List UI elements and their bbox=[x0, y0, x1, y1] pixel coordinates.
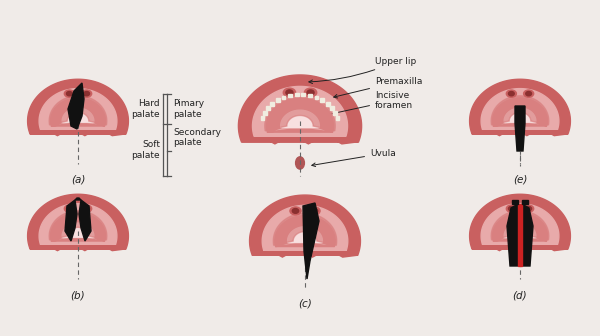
Polygon shape bbox=[49, 211, 107, 240]
Text: (c): (c) bbox=[298, 298, 312, 308]
Polygon shape bbox=[518, 204, 522, 266]
Ellipse shape bbox=[84, 91, 89, 96]
Polygon shape bbox=[303, 203, 319, 279]
Ellipse shape bbox=[67, 207, 72, 211]
Polygon shape bbox=[62, 223, 94, 237]
Polygon shape bbox=[253, 86, 347, 136]
Ellipse shape bbox=[506, 90, 517, 97]
Text: Hard
palate: Hard palate bbox=[131, 99, 160, 119]
Text: (d): (d) bbox=[512, 290, 527, 300]
Polygon shape bbox=[481, 89, 559, 129]
Polygon shape bbox=[75, 198, 81, 200]
Polygon shape bbox=[481, 204, 559, 244]
Ellipse shape bbox=[286, 90, 293, 95]
Text: Upper lip: Upper lip bbox=[309, 57, 416, 84]
Polygon shape bbox=[39, 204, 117, 244]
Polygon shape bbox=[50, 98, 106, 126]
Ellipse shape bbox=[290, 207, 301, 215]
Polygon shape bbox=[250, 195, 361, 257]
Text: Premaxilla: Premaxilla bbox=[334, 77, 422, 98]
Ellipse shape bbox=[307, 90, 314, 95]
Polygon shape bbox=[265, 95, 335, 131]
Ellipse shape bbox=[283, 88, 296, 97]
Polygon shape bbox=[522, 204, 533, 266]
Polygon shape bbox=[504, 108, 536, 122]
Polygon shape bbox=[493, 98, 547, 126]
FancyBboxPatch shape bbox=[275, 98, 280, 102]
Ellipse shape bbox=[311, 209, 317, 213]
Polygon shape bbox=[515, 106, 525, 151]
Ellipse shape bbox=[84, 207, 89, 211]
Polygon shape bbox=[275, 216, 335, 247]
Text: (a): (a) bbox=[71, 175, 85, 185]
Ellipse shape bbox=[526, 207, 532, 211]
Text: Soft
palate: Soft palate bbox=[131, 140, 160, 160]
Polygon shape bbox=[493, 213, 547, 241]
Polygon shape bbox=[287, 227, 322, 242]
Polygon shape bbox=[512, 200, 518, 204]
Polygon shape bbox=[28, 79, 128, 136]
FancyBboxPatch shape bbox=[330, 106, 334, 110]
Polygon shape bbox=[50, 213, 106, 241]
Polygon shape bbox=[49, 96, 107, 125]
Polygon shape bbox=[238, 75, 362, 144]
Text: Incisive
foramen: Incisive foramen bbox=[316, 91, 413, 118]
Ellipse shape bbox=[82, 90, 92, 97]
FancyBboxPatch shape bbox=[326, 102, 329, 106]
FancyBboxPatch shape bbox=[263, 111, 267, 115]
Ellipse shape bbox=[506, 205, 517, 212]
FancyBboxPatch shape bbox=[260, 116, 265, 120]
FancyBboxPatch shape bbox=[320, 98, 325, 102]
Ellipse shape bbox=[524, 205, 533, 212]
FancyBboxPatch shape bbox=[308, 94, 312, 97]
FancyBboxPatch shape bbox=[281, 95, 286, 99]
Polygon shape bbox=[79, 200, 91, 241]
Polygon shape bbox=[507, 204, 518, 266]
Ellipse shape bbox=[67, 91, 72, 96]
Ellipse shape bbox=[526, 91, 532, 96]
Text: Pimary
palate: Pimary palate bbox=[173, 99, 204, 119]
FancyBboxPatch shape bbox=[288, 94, 292, 97]
Polygon shape bbox=[274, 213, 337, 245]
Text: (b): (b) bbox=[71, 290, 85, 300]
Polygon shape bbox=[504, 223, 536, 237]
Polygon shape bbox=[68, 83, 84, 129]
Polygon shape bbox=[62, 108, 94, 122]
Ellipse shape bbox=[524, 90, 533, 97]
Polygon shape bbox=[262, 205, 348, 250]
FancyBboxPatch shape bbox=[271, 102, 274, 106]
Text: (e): (e) bbox=[513, 175, 527, 185]
Polygon shape bbox=[266, 98, 334, 132]
Polygon shape bbox=[281, 110, 319, 127]
Ellipse shape bbox=[508, 207, 514, 211]
Ellipse shape bbox=[309, 207, 320, 215]
Ellipse shape bbox=[82, 205, 92, 212]
Polygon shape bbox=[28, 194, 128, 251]
Ellipse shape bbox=[508, 91, 514, 96]
FancyBboxPatch shape bbox=[295, 93, 299, 96]
Ellipse shape bbox=[64, 205, 74, 212]
Ellipse shape bbox=[304, 88, 317, 97]
Ellipse shape bbox=[292, 209, 299, 213]
FancyBboxPatch shape bbox=[335, 116, 340, 120]
FancyBboxPatch shape bbox=[266, 106, 270, 110]
Polygon shape bbox=[39, 89, 117, 129]
FancyBboxPatch shape bbox=[333, 111, 337, 115]
Ellipse shape bbox=[296, 157, 304, 169]
Text: Uvula: Uvula bbox=[312, 149, 396, 167]
FancyBboxPatch shape bbox=[314, 95, 319, 99]
Ellipse shape bbox=[64, 90, 74, 97]
Polygon shape bbox=[491, 211, 549, 240]
Polygon shape bbox=[470, 79, 571, 136]
Polygon shape bbox=[470, 194, 571, 251]
Text: Secondary
palate: Secondary palate bbox=[173, 128, 221, 147]
FancyBboxPatch shape bbox=[301, 93, 305, 96]
Polygon shape bbox=[65, 200, 77, 241]
Polygon shape bbox=[522, 200, 528, 204]
Polygon shape bbox=[491, 96, 549, 125]
